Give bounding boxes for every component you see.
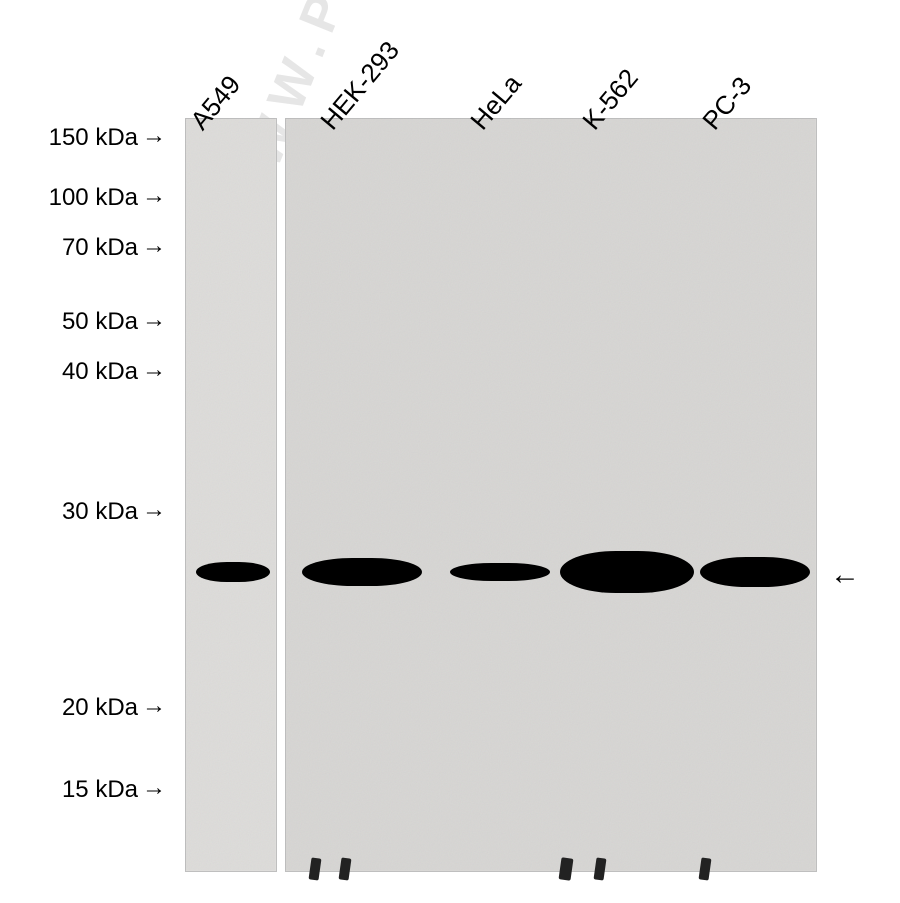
mw-label: 40 kDa (8, 358, 138, 386)
band (450, 563, 550, 581)
band (560, 551, 694, 593)
mw-arrow-icon: → (142, 306, 166, 334)
target-band-arrow: ← (830, 558, 860, 592)
mw-label: 100 kDa (8, 184, 138, 212)
western-blot-figure: WWW.PTGLAB.COM 150 kDa→100 kDa→70 kDa→50… (0, 0, 900, 903)
mw-arrow-icon: → (142, 232, 166, 260)
mw-arrow-icon: → (142, 122, 166, 150)
blot-strip-a549 (185, 118, 277, 872)
mw-label: 20 kDa (8, 694, 138, 722)
band (196, 562, 270, 582)
band (302, 558, 422, 586)
mw-label: 30 kDa (8, 498, 138, 526)
mw-label: 15 kDa (8, 776, 138, 804)
blot-edge-mark (559, 857, 574, 880)
mw-label: 70 kDa (8, 234, 138, 262)
mw-arrow-icon: → (142, 496, 166, 524)
blot-edge-mark (594, 857, 607, 880)
blot-strip-main (285, 118, 817, 872)
mw-label: 50 kDa (8, 308, 138, 336)
mw-arrow-icon: → (142, 356, 166, 384)
blot-edge-mark (699, 857, 712, 880)
mw-arrow-icon: → (142, 182, 166, 210)
mw-arrow-icon: → (142, 692, 166, 720)
blot-edge-mark (309, 857, 322, 880)
mw-arrow-icon: → (142, 774, 166, 802)
mw-label: 150 kDa (8, 124, 138, 152)
blot-edge-mark (339, 857, 352, 880)
band (700, 557, 810, 587)
